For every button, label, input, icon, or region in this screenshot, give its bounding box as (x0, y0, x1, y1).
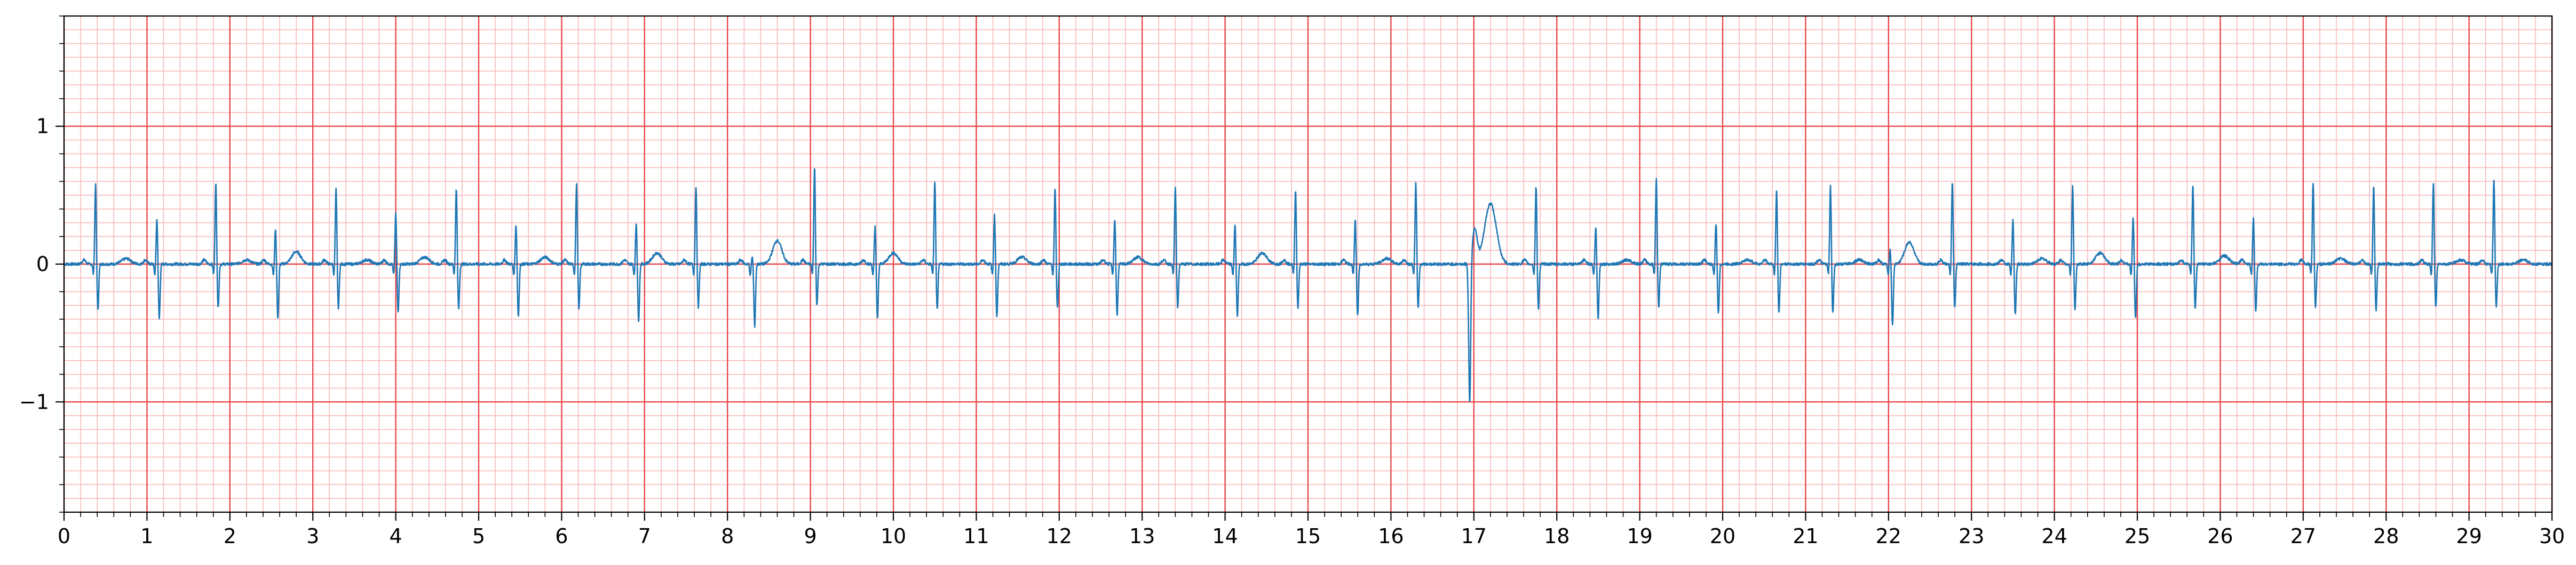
x-tick-label: 2 (224, 524, 236, 548)
x-tick-label: 14 (1212, 524, 1238, 548)
x-tick-label: 22 (1876, 524, 1901, 548)
x-tick-label: 20 (1710, 524, 1735, 548)
x-tick-label: 24 (2041, 524, 2067, 548)
axes-layer (56, 15, 2553, 521)
x-tick-label: 1 (140, 524, 153, 548)
x-tick-label: 6 (555, 524, 568, 548)
x-tick-label: 15 (1295, 524, 1321, 548)
y-tick-label: 1 (36, 115, 49, 138)
y-tick-label: 0 (36, 252, 49, 276)
x-tick-label: 30 (2539, 524, 2565, 548)
x-tick-label: 17 (1461, 524, 1487, 548)
x-tick-label: 4 (390, 524, 402, 548)
x-tick-label: 16 (1378, 524, 1404, 548)
y-tick-labels: −1 0 1 (19, 115, 49, 414)
x-tick-label: 19 (1627, 524, 1652, 548)
x-tick-label: 10 (881, 524, 906, 548)
x-tick-label: 11 (963, 524, 989, 548)
x-tick-label: 21 (1793, 524, 1818, 548)
x-tick-label: 12 (1047, 524, 1072, 548)
ecg-trace-layer (64, 168, 2553, 402)
x-tick-label: 8 (721, 524, 734, 548)
x-tick-label: 23 (1959, 524, 1984, 548)
x-tick-label: 3 (306, 524, 319, 548)
x-tick-label: 9 (804, 524, 817, 548)
x-tick-labels: 0 1 2 3 4 5 6 7 8 9 10 11 12 13 14 15 16 17 18 19 20 21 22 23 24… (58, 524, 2565, 548)
x-tick-label: 18 (1544, 524, 1570, 548)
x-tick-label: 13 (1129, 524, 1155, 548)
x-tick-label: 0 (58, 524, 70, 548)
x-tick-label: 5 (472, 524, 485, 548)
y-tick-label: −1 (19, 390, 49, 413)
ecg-trace-line (64, 168, 2553, 402)
x-tick-label: 29 (2456, 524, 2482, 548)
x-tick-label: 28 (2373, 524, 2399, 548)
x-tick-label: 26 (2207, 524, 2233, 548)
x-tick-label: 7 (638, 524, 651, 548)
x-tick-label: 25 (2125, 524, 2150, 548)
x-tick-label: 27 (2290, 524, 2316, 548)
